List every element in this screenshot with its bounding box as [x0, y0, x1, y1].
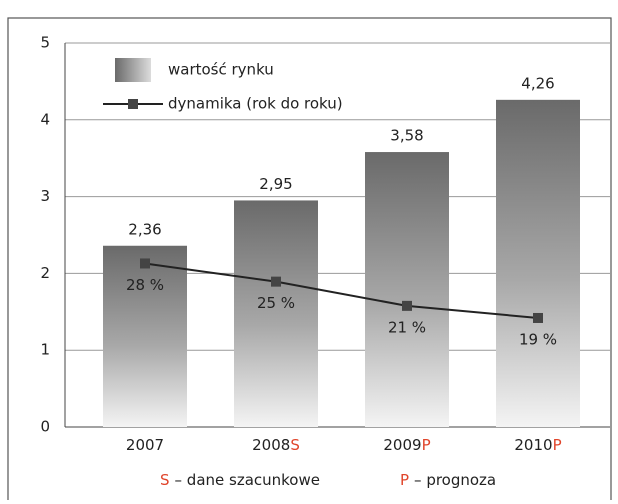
frame — [7, 17, 612, 504]
marker — [271, 276, 281, 287]
y-tick-label: 2 — [40, 264, 50, 282]
x-tick-label: 2010P — [514, 436, 561, 454]
legend-label: dynamika (rok do roku) — [168, 95, 343, 113]
category-suffix: S — [290, 436, 300, 454]
y-tick-label: 5 — [40, 34, 50, 52]
note: S – dane szacunkowe — [160, 471, 320, 489]
marker — [533, 312, 543, 323]
legend-label: wartość rynku — [168, 61, 274, 79]
bar — [365, 152, 449, 427]
value-label: 4,26 — [521, 74, 554, 92]
value-label: 3,58 — [390, 127, 423, 145]
x-tick-label: 2009P — [383, 436, 430, 454]
marker — [402, 300, 412, 311]
note: P – prognoza — [400, 471, 496, 489]
y-tick-label: 4 — [40, 110, 50, 128]
y-tick-label: 1 — [40, 341, 50, 359]
line — [144, 262, 539, 319]
marker — [140, 258, 150, 269]
legend-marker — [128, 99, 138, 109]
category: 2007 — [126, 436, 164, 454]
bar — [496, 99, 580, 427]
category: 2008 — [252, 436, 290, 454]
category: 2010 — [514, 436, 552, 454]
value-label: 2,36 — [128, 220, 161, 238]
value-label: 21 % — [388, 318, 426, 336]
value-label: 19 % — [519, 330, 557, 348]
y-tick-label: 0 — [40, 418, 50, 436]
note-text: – dane szacunkowe — [175, 471, 320, 489]
legend-swatch — [115, 58, 151, 82]
x-tick-label: 2007 — [126, 436, 164, 454]
value-label: 28 % — [126, 276, 164, 294]
x-tick-label: 2008S — [252, 436, 300, 454]
bar — [234, 200, 318, 427]
bar — [103, 245, 187, 427]
category: 2009 — [383, 436, 421, 454]
y-tick-label: 3 — [40, 187, 50, 205]
category-suffix: P — [553, 436, 562, 454]
note-text: – prognoza — [414, 471, 496, 489]
value-label: 2,95 — [259, 175, 292, 193]
note-key: S — [160, 471, 170, 489]
note-key: P — [400, 471, 409, 489]
category-suffix: P — [422, 436, 431, 454]
value-label: 25 % — [257, 294, 295, 312]
